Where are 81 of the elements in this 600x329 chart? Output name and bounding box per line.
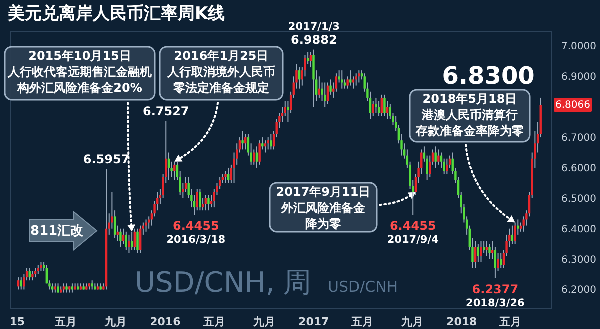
text: 6.8066 <box>556 100 590 111</box>
candlestick <box>355 73 358 86</box>
candlestick <box>287 100 290 123</box>
annotation: 2016/3/18 <box>166 234 226 246</box>
candlestick <box>488 244 491 260</box>
candlestick <box>446 158 448 175</box>
candlestick <box>384 94 386 117</box>
x-tick-label: 2016 <box>150 316 182 328</box>
annotation: USD/CNH <box>328 278 398 296</box>
annotation: 2017/9/4 <box>387 234 439 246</box>
candlestick <box>298 67 301 90</box>
y-tick-label: 6.6000 <box>562 163 596 174</box>
candlestick <box>66 283 68 294</box>
x-tick-label: 九月 <box>104 316 127 328</box>
annotation: USD/CNH, 周 <box>135 266 312 299</box>
candlestick <box>267 137 270 150</box>
candlestick <box>256 146 258 168</box>
candlestick <box>434 146 437 168</box>
y-tick-label: 6.9000 <box>562 72 596 84</box>
candlestick <box>375 97 378 114</box>
candlestick <box>326 82 330 105</box>
annotation: 6.8300 <box>442 62 535 90</box>
y-tick-label: 6.4000 <box>562 224 596 236</box>
x-tick-label: 五月 <box>350 316 374 328</box>
annotation: 6.5957 <box>83 152 130 166</box>
y-tick-label: 6.7000 <box>562 133 596 144</box>
x-tick-label: 2018 <box>446 316 478 328</box>
candlestick <box>438 149 440 166</box>
candlestick <box>125 231 128 251</box>
x-tick-label: 五月 <box>54 316 78 328</box>
annotation: 6.7527 <box>142 104 190 118</box>
candlestick <box>372 100 374 117</box>
x-tick-label: 九月 <box>252 316 276 328</box>
candlestick <box>168 152 170 181</box>
x-tick-label: 五月 <box>202 316 226 328</box>
candlestick <box>330 79 332 96</box>
chart-title: 美元兑离岸人民币汇率周K线 <box>7 4 226 24</box>
annotation: 811汇改 <box>30 224 85 239</box>
y-tick-label: 6.3000 <box>562 254 596 266</box>
annotation: 2018/3/26 <box>466 297 525 310</box>
candlestick <box>270 134 272 150</box>
y-tick-label: 7.0000 <box>562 42 596 53</box>
candlestick <box>358 70 360 84</box>
annotation: 2017年9月11日外汇风险准备金降为零 <box>276 185 371 231</box>
annotation: 2015年10月15日人行收代客远期售汇金融机构外汇风险准备金20% <box>7 49 152 95</box>
candlestick <box>128 234 130 254</box>
candlestick <box>480 240 482 263</box>
y-tick-label: 6.2000 <box>562 285 596 296</box>
candlestick <box>145 219 148 232</box>
candlestick <box>32 270 34 282</box>
annotation: 2018年5月18日港澳人民币清算行存款准备金率降为零 <box>415 92 524 138</box>
x-tick-label: 2017 <box>298 316 330 328</box>
candlestick <box>196 188 198 212</box>
annotation: 6.4455 <box>172 219 220 234</box>
annotation: 6.4455 <box>390 219 436 234</box>
candlestick <box>497 252 500 272</box>
candlestick <box>224 170 227 184</box>
candlestick <box>199 188 202 212</box>
y-tick-label: 6.5000 <box>562 194 596 205</box>
candlestick <box>134 228 136 251</box>
x-tick-label: 15 <box>10 316 26 328</box>
candlestick <box>350 70 352 86</box>
annotation: 2017/1/3 <box>288 20 340 33</box>
candlestick <box>136 228 139 254</box>
annotation: 6.9882 <box>291 32 338 47</box>
candlestick <box>120 228 122 248</box>
x-tick-label: 九月 <box>400 316 424 328</box>
candlestick <box>174 161 176 181</box>
candlestick <box>477 244 480 263</box>
candlestick <box>514 222 516 245</box>
candlestick <box>474 240 477 269</box>
candlestick <box>57 283 60 294</box>
x-tick-label: 五月 <box>498 316 522 328</box>
annotation: 6.2377 <box>472 282 519 296</box>
candlestick <box>208 194 210 212</box>
candlestick <box>91 280 94 290</box>
candlestick <box>258 140 261 166</box>
candlestick <box>242 130 244 150</box>
annotation: 2016年1月25日人行取消境外人民币零法定准备金规定 <box>166 49 276 95</box>
candlestick <box>380 94 383 117</box>
candlestick <box>40 262 42 272</box>
